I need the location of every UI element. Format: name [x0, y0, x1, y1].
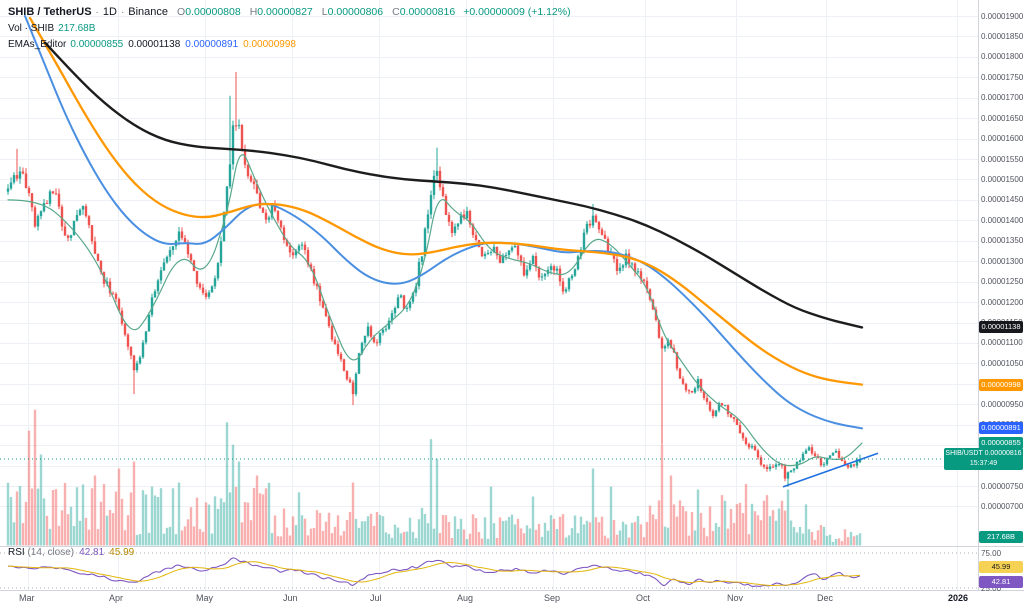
rsi-params-label: (14, close) — [27, 547, 75, 558]
rsi-values: 42.81 45.99 — [79, 547, 139, 558]
time-label-nov: Nov — [727, 593, 744, 603]
close-label: C — [392, 6, 400, 18]
price-tick-label: 0.00000700 — [981, 501, 1024, 511]
high-label: H — [249, 6, 258, 18]
ema-fast-badge: 0.00000855 — [979, 437, 1023, 450]
volume-badge: 217.68B — [979, 531, 1023, 543]
exchange-label: Binance — [128, 6, 169, 18]
ma-long-badge: 0.00001138 — [979, 321, 1023, 334]
rsi-legend[interactable]: RSI (14, close) 42.81 45.99 — [8, 547, 139, 558]
ema-indicator-label: EMAs_Editor — [8, 39, 67, 50]
price-tick-label: 0.00001900 — [981, 11, 1024, 21]
candle-layer — [6, 71, 862, 487]
low-label: L — [321, 6, 328, 18]
separator-dot: · — [95, 7, 99, 18]
price-tick-label: 0.00001100 — [981, 338, 1023, 348]
frame-layer — [0, 0, 1024, 591]
volume-row[interactable]: Vol · SHIB 217.68B — [8, 21, 571, 36]
price-tick-label: 0.00001700 — [981, 93, 1024, 103]
price-tick-label: 0.00001200 — [981, 297, 1024, 307]
rsi-layer — [7, 557, 861, 587]
low-pair: L 0.00000806 — [322, 5, 383, 20]
price-tick-label: 0.00001300 — [981, 256, 1024, 266]
ma-layer — [7, 15, 864, 467]
volume-label: Vol · SHIB — [8, 23, 55, 34]
low-value: 0.00000806 — [327, 6, 384, 18]
rsi-value: 45.99 — [109, 547, 135, 558]
close-value: 0.00000816 — [399, 6, 456, 18]
price-tick-label: 0.00001400 — [981, 215, 1024, 225]
ema-row[interactable]: EMAs_Editor 0.00000855 0.00001138 0.000008… — [8, 37, 571, 52]
price-tick-label: 0.00001250 — [981, 277, 1024, 287]
open-value: 0.00000808 — [185, 6, 241, 18]
rsi-value-badge: 42.81 — [979, 575, 1023, 588]
ema-slow-badge: 0.00000998 — [979, 378, 1023, 391]
time-label-dec: Dec — [817, 593, 834, 603]
symbol-price-badge: SHIB/USDT 0.00000816 15:37:49 — [944, 448, 1023, 471]
ema-value: 0.00000891 — [185, 39, 239, 50]
symbol-row[interactable]: SHIB / TetherUS · 1D · Binance O 0.00000… — [8, 5, 571, 20]
price-tick-label: 0.00001500 — [981, 174, 1024, 184]
rsi-tick-label: 25.00 — [981, 583, 1002, 593]
separator-dot: · — [120, 7, 125, 18]
symbol-badge-countdown: 15:37:49 — [969, 460, 998, 468]
price-tick-label: 0.00001650 — [981, 113, 1024, 123]
price-tick-label: 0.00001850 — [981, 31, 1024, 41]
high-pair: H 0.00000827 — [250, 5, 313, 20]
time-label-oct: Oct — [636, 593, 651, 603]
time-label-mar: Mar — [19, 593, 35, 603]
open-label: O — [177, 6, 186, 18]
time-label-sep: Sep — [544, 593, 561, 603]
price-tick-label: 0.00000750 — [981, 481, 1024, 491]
ema-value: 0.00001138 — [128, 39, 181, 50]
price-tick-label: 0.00001350 — [981, 236, 1024, 246]
symbol-title: SHIB / TetherUS — [8, 6, 92, 18]
time-label-aug: Aug — [457, 593, 474, 603]
high-value: 0.00000827 — [257, 6, 313, 18]
close-pair: C 0.00000816 — [392, 5, 455, 20]
price-tick-label: 0.00000950 — [981, 399, 1024, 409]
rsi-name-label: RSI — [8, 547, 25, 558]
price-tick-label: 0.00001550 — [981, 154, 1024, 164]
open-pair: O 0.00000808 — [177, 5, 241, 20]
symbol-badge-price-line: SHIB/USDT 0.00000816 — [945, 450, 1022, 458]
rsi-value: 42.81 — [79, 547, 105, 558]
price-axis[interactable]: 0.00001900 0.00001850 0.00001800 0.00001750… — [944, 0, 1024, 593]
volume-value: 217.68B — [58, 23, 96, 34]
time-label-2026: 2026 — [948, 593, 969, 603]
ema-value: 0.00000855 — [70, 39, 124, 50]
time-axis[interactable]: Mar Apr May Jun Jul Aug Sep Oct Nov Dec 2026 — [0, 591, 1024, 608]
price-tick-label: 0.00001800 — [981, 52, 1024, 62]
volume-layer — [6, 409, 862, 546]
rsi-ma-badge: 45.99 — [979, 561, 1023, 574]
annotation-layer — [0, 452, 978, 488]
time-label-jun: Jun — [283, 593, 298, 603]
rsi-tick-label: 75.00 — [981, 548, 1002, 558]
legend: SHIB / TetherUS · 1D · Binance O 0.00000… — [8, 5, 571, 52]
interval-label[interactable]: 1D — [102, 6, 117, 18]
price-tick-label: 0.00001450 — [981, 195, 1024, 205]
price-tick-label: 0.00001750 — [981, 72, 1024, 82]
ema-values: 0.00000855 0.00001138 0.00000891 0.00000998 — [70, 37, 301, 52]
time-label-may: May — [196, 593, 214, 603]
change-value: +0.00000009 (+1.12%) — [463, 6, 571, 18]
grid-layer — [0, 0, 978, 590]
time-label-apr: Apr — [109, 593, 124, 603]
time-label-jul: Jul — [370, 593, 382, 603]
rsi-title: RSI (14, close) — [8, 547, 74, 558]
price-tick-label: 0.00001050 — [981, 358, 1024, 368]
ema-mid-badge: 0.00000891 — [979, 422, 1023, 435]
ema-value: 0.00000998 — [243, 39, 296, 50]
price-tick-label: 0.00001600 — [981, 134, 1024, 144]
